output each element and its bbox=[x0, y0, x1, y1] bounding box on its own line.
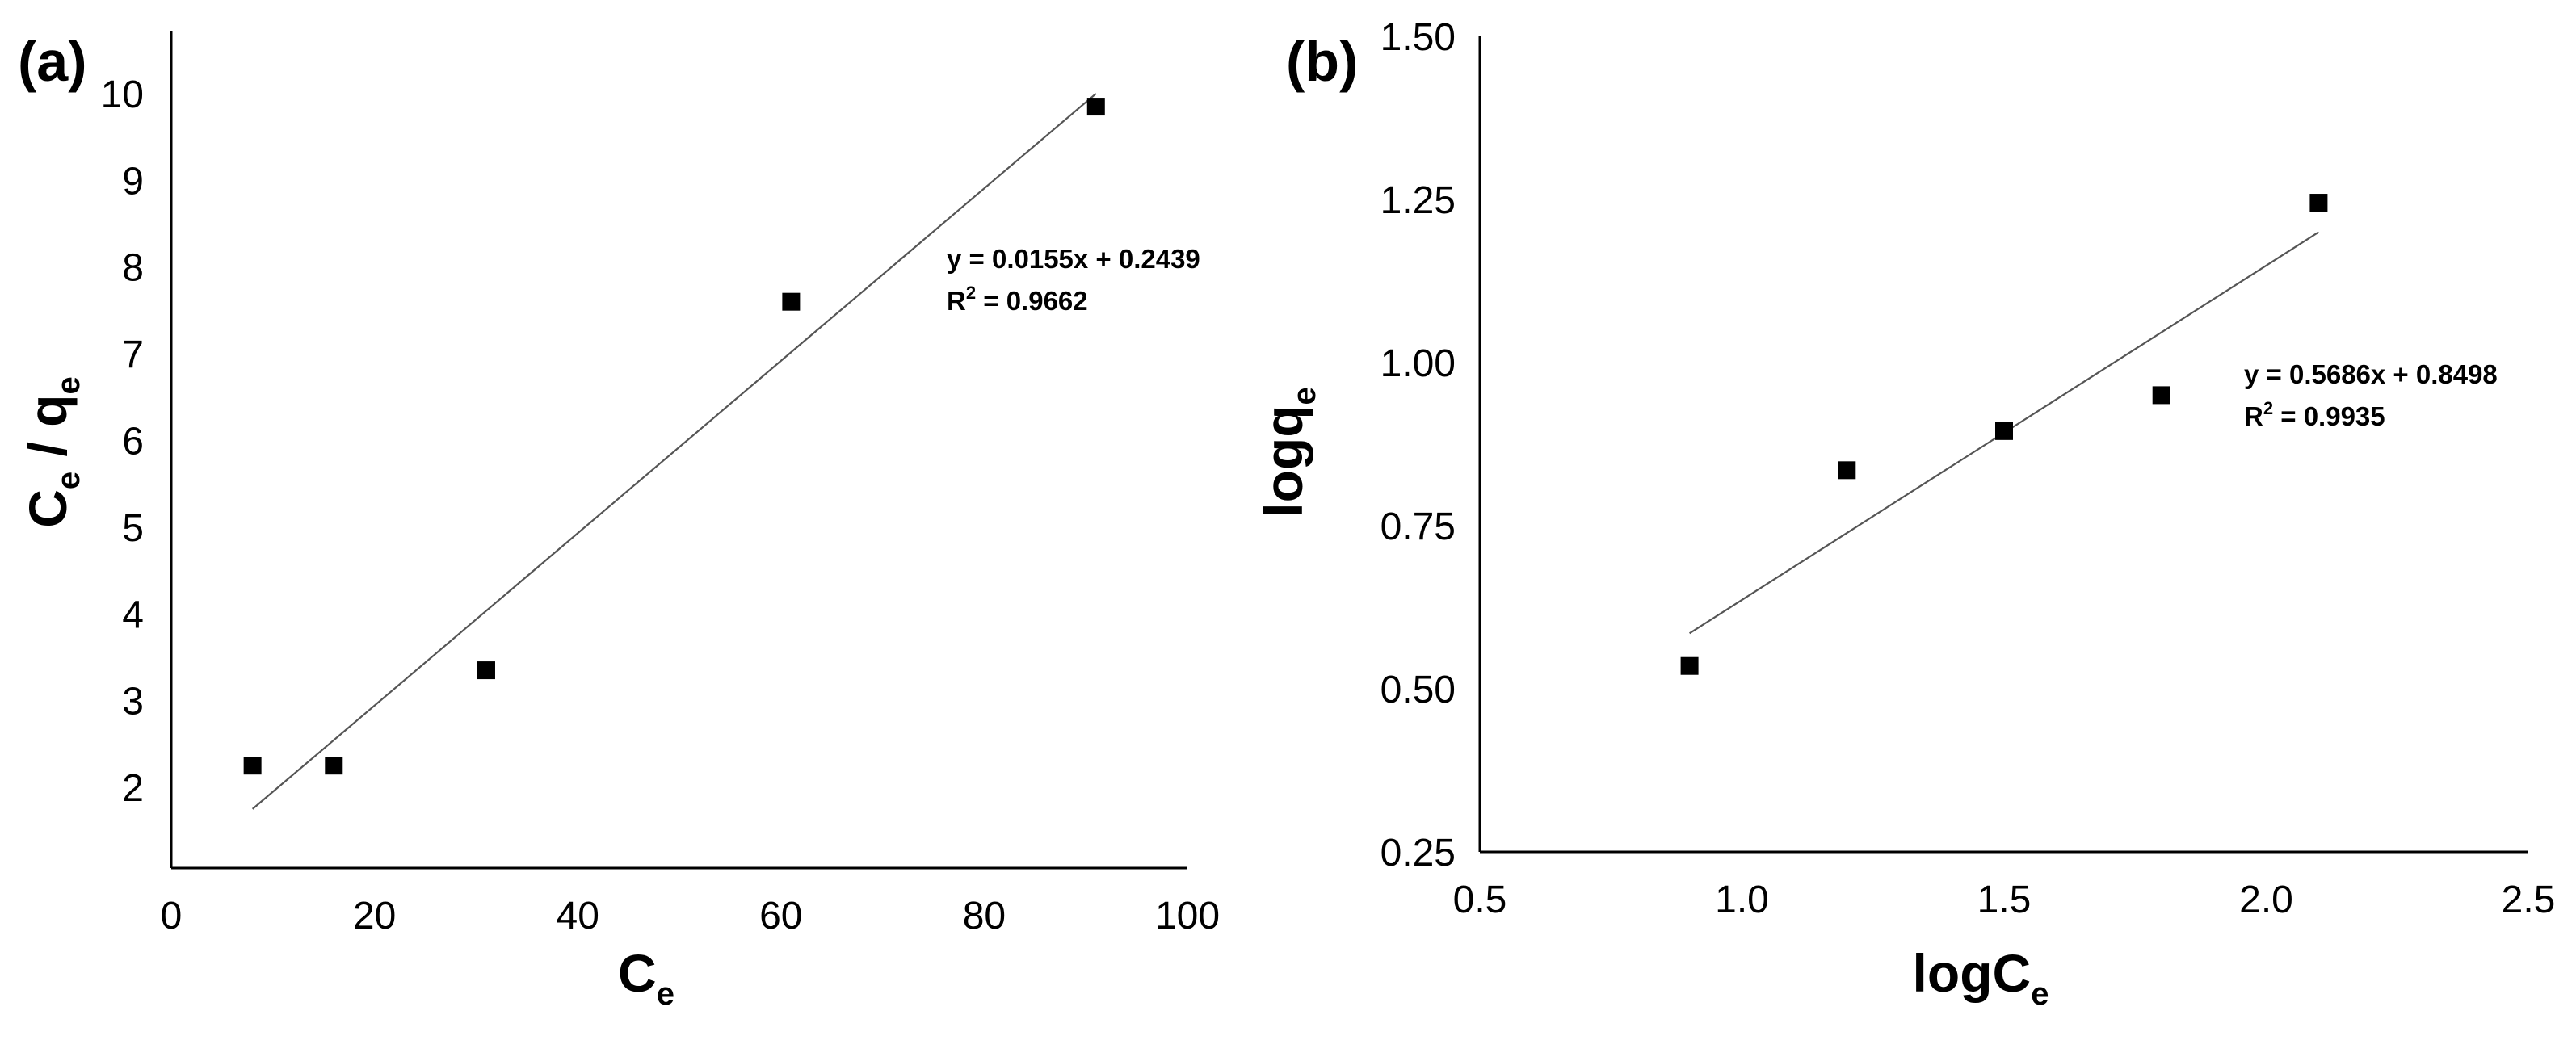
panel-a-equation: y = 0.0155x + 0.2439 bbox=[947, 244, 1200, 274]
panel-a-x-ticks: 0 20 40 60 80 100 bbox=[161, 895, 1220, 937]
panel-b-data-point bbox=[2152, 386, 2170, 405]
panel-b-data-point bbox=[2309, 194, 2328, 212]
panel-a-y-tick-label: 2 bbox=[122, 767, 144, 810]
panel-a-data-point bbox=[782, 292, 801, 311]
panel-a-y-tick-label: 6 bbox=[122, 421, 144, 463]
panel-a-x-tick-label: 60 bbox=[759, 895, 802, 937]
panel-a-y-tick-label: 5 bbox=[122, 507, 144, 550]
panel-b-r2: R2 = 0.9935 bbox=[2244, 398, 2385, 431]
panel-a-y-ticks: 2 3 4 5 6 7 8 9 10 bbox=[101, 73, 144, 810]
panel-a-data-point bbox=[243, 757, 262, 775]
panel-a-data-point bbox=[325, 757, 343, 775]
panel-a-fit-line bbox=[251, 93, 1097, 810]
panel-b-data-point bbox=[1995, 422, 2013, 440]
panel-a-y-tick-label: 9 bbox=[122, 160, 144, 203]
panel-b-y-tick-label: 0.25 bbox=[1380, 832, 1456, 875]
panel-b-x-tick-label: 2.0 bbox=[2239, 879, 2293, 921]
panel-b-equation: y = 0.5686x + 0.8498 bbox=[2244, 359, 2498, 389]
panel-b-y-tick-label: 1.25 bbox=[1380, 179, 1456, 222]
panel-a-x-tick-label: 20 bbox=[353, 895, 396, 937]
panel-a-x-tick-label: 40 bbox=[557, 895, 599, 937]
panel-b-x-title: logCe bbox=[1913, 943, 2049, 1012]
panel-a-points bbox=[243, 98, 1105, 775]
panel-a-y-tick-label: 10 bbox=[101, 73, 144, 116]
panel-b-x-tick-label: 1.5 bbox=[1977, 879, 2032, 921]
panel-b-label: (b) bbox=[1286, 30, 1358, 93]
panel-b-y-ticks: 0.25 0.50 0.75 1.00 1.25 1.50 bbox=[1380, 16, 1456, 875]
panel-a-data-point bbox=[477, 661, 495, 680]
panel-a-label: (a) bbox=[18, 30, 87, 93]
panel-a-r2: R2 = 0.9662 bbox=[947, 283, 1088, 316]
panel-b-data-point bbox=[1680, 656, 1699, 675]
panel-b-x-tick-label: 2.5 bbox=[2502, 879, 2556, 921]
panel-b-y-tick-label: 1.00 bbox=[1380, 342, 1456, 385]
panel-b-y-title: logqe bbox=[1254, 387, 1322, 518]
panel-a-data-point bbox=[1086, 98, 1105, 116]
panel-b-y-tick-label: 0.50 bbox=[1380, 669, 1456, 711]
panel-a-x-tick-label: 80 bbox=[963, 895, 1006, 937]
panel-a-chart: (a) 2 3 4 5 6 7 8 9 10 0 20 40 60 80 100 y = 0.0155x … bbox=[18, 30, 1220, 1012]
panel-a-y-tick-label: 3 bbox=[122, 681, 144, 724]
panel-b-x-tick-label: 1.0 bbox=[1715, 879, 1769, 921]
panel-a-y-title: Ce / qe bbox=[18, 376, 86, 528]
panel-a-x-tick-label: 100 bbox=[1155, 895, 1220, 937]
panel-b-y-tick-label: 0.75 bbox=[1380, 505, 1456, 548]
panel-b-data-point bbox=[1838, 461, 1856, 480]
panel-b-y-tick-label: 1.50 bbox=[1380, 16, 1456, 59]
panel-b-chart: (b) 0.25 0.50 0.75 1.00 1.25 1.50 0.5 1.0 1.5 2.… bbox=[1254, 16, 2555, 1012]
panel-b-x-tick-label: 0.5 bbox=[1453, 879, 1507, 921]
panel-a-y-tick-label: 7 bbox=[122, 333, 144, 376]
panel-a-y-tick-label: 8 bbox=[122, 247, 144, 290]
panel-b-x-ticks: 0.5 1.0 1.5 2.0 2.5 bbox=[1453, 879, 2556, 921]
panel-b-points bbox=[1680, 194, 2328, 675]
panel-a-x-tick-label: 0 bbox=[161, 895, 183, 937]
panel-a-x-title: Ce bbox=[618, 943, 674, 1012]
panel-a-y-tick-label: 4 bbox=[122, 594, 144, 636]
